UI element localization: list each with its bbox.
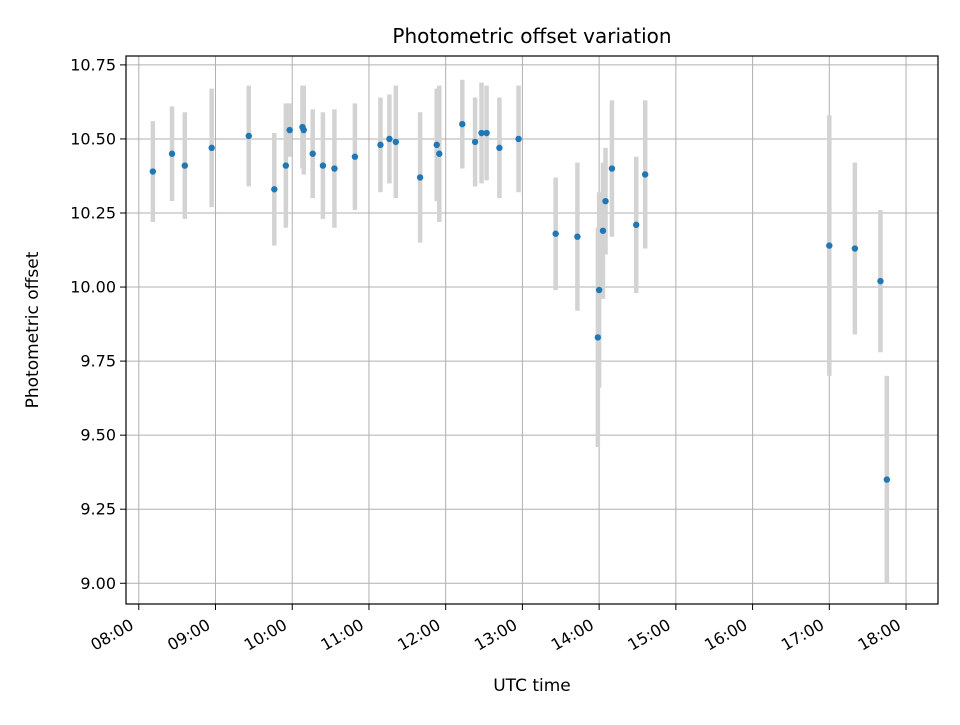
data-point [574,233,581,240]
data-point [286,126,293,134]
x-tick-label: 18:00 [855,615,904,655]
x-tick-label: 14:00 [548,615,597,655]
data-point [883,476,891,483]
x-tick-label: 08:00 [87,615,136,655]
data-point [471,138,479,146]
data-point [386,135,393,143]
data-point [416,174,424,181]
data-point [282,162,290,169]
data-point [319,162,327,169]
x-axis-ticks: 08:00 09:00 10:00 11:00 12:00 13:00 14:00 15:00… [87,604,907,655]
data-point [149,168,157,175]
data-point [271,186,278,193]
data-point [392,138,400,146]
x-tick-label: 16:00 [701,615,750,655]
data-point [181,162,189,169]
x-tick-label: 15:00 [624,615,673,655]
y-axis-label: Photometric offset [23,251,43,408]
data-point [300,126,307,134]
errorbar-layer [150,79,890,584]
data-point [496,144,503,152]
data-point [459,120,466,128]
data-point [851,245,859,252]
x-axis-label: UTC time [493,676,571,696]
y-tick-label: 9.75 [80,352,116,371]
data-point [433,141,440,149]
x-tick-label: 09:00 [164,615,213,655]
grid-layer [126,56,938,604]
y-tick-label: 9.00 [80,574,116,593]
data-point [641,171,649,178]
x-tick-label: 13:00 [471,615,520,655]
data-point [351,153,359,160]
y-tick-label: 9.25 [80,500,116,519]
data-point [168,150,176,157]
y-tick-label: 10.75 [70,55,116,74]
x-tick-label: 17:00 [778,615,827,655]
data-point [608,165,616,172]
data-point [594,334,602,341]
data-point [826,242,833,249]
data-point [331,165,338,172]
data-point [208,144,215,152]
marker-layer [149,120,891,483]
y-tick-label: 10.00 [70,278,116,297]
data-point [515,135,522,143]
data-point [602,197,609,205]
y-axis-ticks: 9.00 9.25 9.50 9.75 10.00 10.25 10.50 10.75 [70,55,126,593]
data-point [483,129,490,137]
y-tick-label: 9.50 [80,426,116,445]
data-point [633,221,640,229]
plot-frame [125,55,939,605]
data-point [377,141,384,149]
x-tick-label: 12:00 [394,615,443,655]
data-point [309,150,316,157]
data-point [595,286,603,294]
y-tick-label: 10.50 [70,129,116,148]
y-tick-label: 10.25 [70,203,116,222]
data-point [436,150,443,157]
data-point [877,277,884,285]
x-tick-label: 11:00 [318,615,367,655]
data-point [599,227,607,234]
data-point [552,230,559,237]
data-point [478,129,485,137]
data-point [245,132,252,140]
chart-title: Photometric offset variation [392,24,671,48]
x-tick-label: 10:00 [241,615,290,655]
